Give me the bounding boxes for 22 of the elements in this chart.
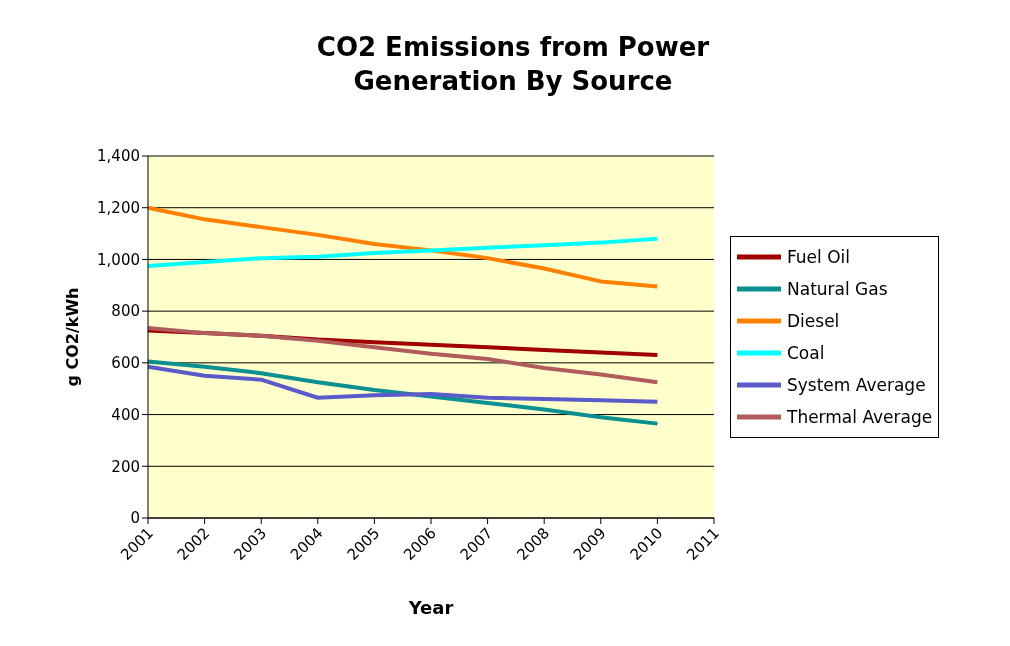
y-tick-label: 1,000 — [97, 250, 140, 269]
legend-label: Thermal Average — [787, 406, 933, 429]
x-axis-title: Year — [407, 597, 454, 618]
legend-label: Natural Gas — [787, 278, 888, 301]
line-series — [146, 359, 660, 426]
y-tick-label: 600 — [111, 354, 140, 373]
y-tick-label: 1,200 — [97, 199, 140, 218]
y-tick-label: 0 — [130, 509, 140, 528]
y-axis-title: g CO2/kWh — [62, 287, 82, 387]
y-tick-label: 200 — [111, 457, 140, 476]
y-tick-label: 800 — [111, 302, 140, 321]
y-tick-label: 400 — [111, 405, 140, 424]
legend-label: Fuel Oil — [787, 246, 851, 269]
legend-label: Coal — [787, 342, 825, 365]
line-series — [146, 364, 660, 404]
chart-title: CO2 Emissions from Power Generation By Source — [315, 31, 711, 98]
line-series — [146, 205, 660, 289]
y-tick-label: 1,400 — [97, 147, 140, 166]
legend-label: System Average — [787, 374, 926, 397]
legend-label: Diesel — [787, 310, 840, 333]
line-series — [146, 236, 660, 268]
line-series — [146, 325, 660, 385]
